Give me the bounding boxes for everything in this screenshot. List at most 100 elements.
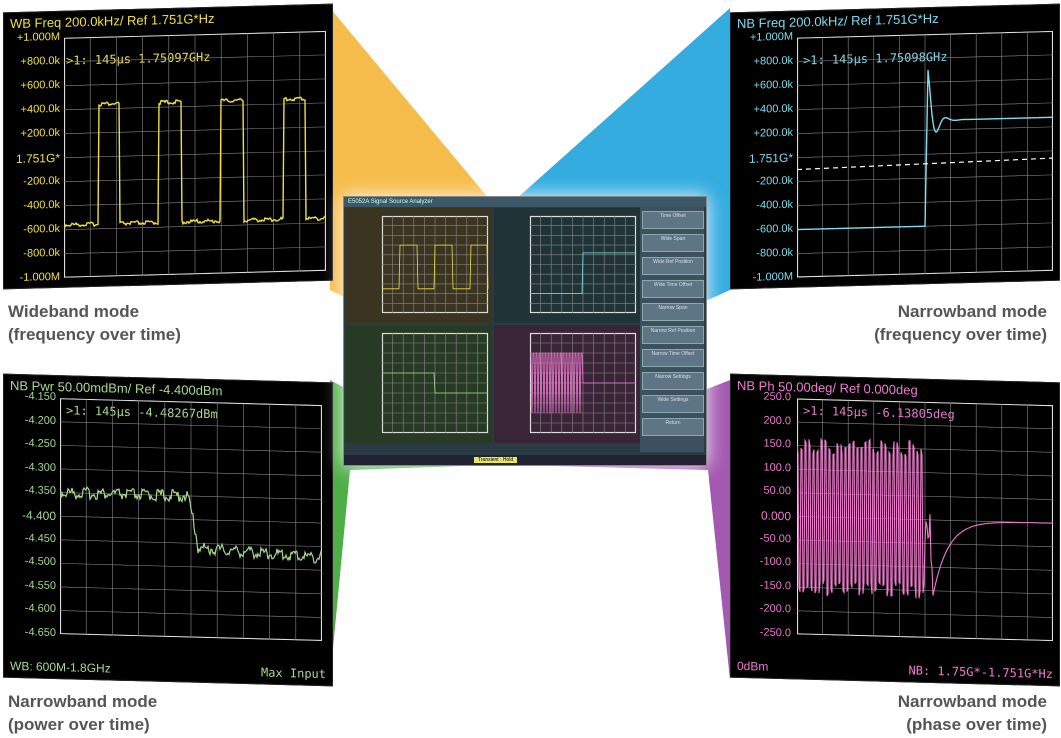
grid-line xyxy=(797,586,1053,595)
grid-line xyxy=(64,102,326,111)
grid-line xyxy=(64,78,326,87)
mini-plot xyxy=(529,332,637,434)
trace-plot xyxy=(64,30,326,278)
y-tick-label: -200.0k xyxy=(23,174,60,188)
caption-nb-phase: Narrowband mode (phase over time) xyxy=(898,690,1047,736)
grid-line xyxy=(64,150,326,159)
y-tick-label: -4.250 xyxy=(24,437,56,451)
grid-line xyxy=(60,468,322,477)
mini-nb-freq xyxy=(494,208,640,323)
caption-nb-freq: Narrowband mode (frequency over time) xyxy=(874,300,1047,346)
nb-freq-panel: NB Freq 200.0kHz/ Ref 1.751G*Hz >1: 145µ… xyxy=(730,3,1060,290)
y-tick-label: 250.0 xyxy=(763,390,791,404)
mini-trace xyxy=(530,352,636,414)
softkey-button[interactable]: Narrow Settings xyxy=(642,372,704,390)
y-tick-label: -600.0k xyxy=(756,222,793,236)
grid-line xyxy=(797,126,1053,134)
grid-line xyxy=(60,563,322,571)
grid-line xyxy=(64,126,326,135)
y-tick-label: -800.0k xyxy=(23,246,60,260)
mini-nb-phase xyxy=(494,325,640,443)
footer-right: Max Input xyxy=(260,665,326,682)
mini-grid xyxy=(381,215,489,314)
trace-line xyxy=(797,70,1053,231)
softkey-panel: Time Offset Wide Span Wide Ref Position Wid… xyxy=(640,207,704,452)
softkey-button[interactable]: Wide Span xyxy=(642,234,704,252)
y-tick-label: +800.0k xyxy=(753,54,793,68)
trace-line xyxy=(60,486,322,564)
y-tick-label: -4.600 xyxy=(24,602,56,616)
y-tick-label: +600.0k xyxy=(20,78,60,92)
panel-header: NB Freq 200.0kHz/ Ref 1.751G*Hz xyxy=(737,10,939,32)
y-tick-label: -250.0 xyxy=(759,626,791,640)
grid-line xyxy=(797,421,1053,430)
y-tick-label: -4.300 xyxy=(24,461,56,474)
mini-grid xyxy=(529,332,637,434)
y-tick-label: -4.200 xyxy=(24,413,56,427)
y-tick-label: -400.0k xyxy=(756,198,793,212)
grid-line xyxy=(60,586,322,595)
softkey-button[interactable]: Return xyxy=(642,418,704,436)
footer-left: WB: 600M-1.8GHz xyxy=(10,658,111,676)
caption-line: (power over time) xyxy=(8,715,150,734)
y-tick-label: +400.0k xyxy=(753,102,793,116)
y-tick-label: +400.0k xyxy=(20,102,60,116)
softkey-button[interactable]: Narrow Time Offset xyxy=(642,349,704,367)
y-tick-label: -600.0k xyxy=(23,222,60,236)
y-tick-label: 0.000 xyxy=(760,508,791,524)
mini-plot xyxy=(381,215,489,314)
trace-plot xyxy=(797,30,1053,278)
y-tick-label: 1.751G* xyxy=(15,150,60,166)
softkey-button[interactable]: Narrow Ref Position xyxy=(642,326,704,344)
y-tick-label: +200.0k xyxy=(753,126,793,140)
softkey-button[interactable]: Wide Settings xyxy=(642,395,704,413)
grid-line xyxy=(797,78,1053,86)
caption-nb-power: Narrowband mode (power over time) xyxy=(8,690,157,736)
y-tick-label: -4.350 xyxy=(24,484,56,498)
softkey-button[interactable]: Time Offset xyxy=(642,211,704,229)
nb-power-panel: NB Pwr 50.00mdBm/ Ref -4.400dBm >1: 145µ… xyxy=(3,373,333,687)
y-tick-label: 50.00 xyxy=(763,484,791,498)
y-tick-label: +1.000M xyxy=(16,30,60,44)
grid-line xyxy=(64,222,326,231)
grid-line xyxy=(64,174,326,183)
mini-nb-power xyxy=(346,325,492,443)
caption-line: Narrowband mode xyxy=(8,692,158,711)
grid-line xyxy=(797,102,1053,110)
y-tick-label: 200.0 xyxy=(763,414,791,427)
y-tick-label: -4.550 xyxy=(24,579,56,592)
softkey-button[interactable]: Narrow Span xyxy=(642,303,704,321)
grid-line xyxy=(60,610,322,618)
y-tick-label: -400.0k xyxy=(23,198,60,212)
grid-line xyxy=(60,539,322,547)
softkey-button[interactable]: Wide Ref Position xyxy=(642,257,704,275)
status-text: Transient : Hold xyxy=(474,457,518,463)
mini-wideband xyxy=(346,208,492,323)
grid-line xyxy=(797,492,1053,500)
y-tick-label: -4.450 xyxy=(24,531,56,545)
grid-line xyxy=(64,198,326,207)
grid-line xyxy=(60,515,322,524)
caption-line: Narrowband mode xyxy=(897,692,1047,711)
footer-left: 0dBm xyxy=(737,658,769,674)
grid-line xyxy=(797,610,1053,618)
window-title: E5052A Signal Source Analyzer xyxy=(344,197,706,207)
y-tick-label: -800.0k xyxy=(756,246,793,260)
trace-plot xyxy=(797,398,1053,642)
mini-grid xyxy=(529,215,637,314)
grid-line xyxy=(797,150,1053,158)
y-tick-label: -4.500 xyxy=(24,555,56,569)
softkey-button[interactable]: Wide Time Offset xyxy=(642,280,704,298)
trace-line xyxy=(64,96,326,229)
mini-plot xyxy=(381,332,489,434)
grid-line xyxy=(64,54,326,63)
analyzer-screen: E5052A Signal Source Analyzer Time Offse… xyxy=(343,196,707,466)
y-tick-label: -200.0 xyxy=(759,602,791,616)
y-tick-label: -4.150 xyxy=(24,390,56,404)
y-tick-label: -50.00 xyxy=(759,532,791,545)
y-tick-label: -4.400 xyxy=(21,508,56,524)
y-tick-label: -1.000M xyxy=(752,270,793,284)
y-tick-label: -1.000M xyxy=(19,270,60,284)
y-tick-label: 1.751G* xyxy=(748,150,793,166)
wideband-panel: WB Freq 200.0kHz/ Ref 1.751G*Hz >1: 145µ… xyxy=(3,3,333,290)
